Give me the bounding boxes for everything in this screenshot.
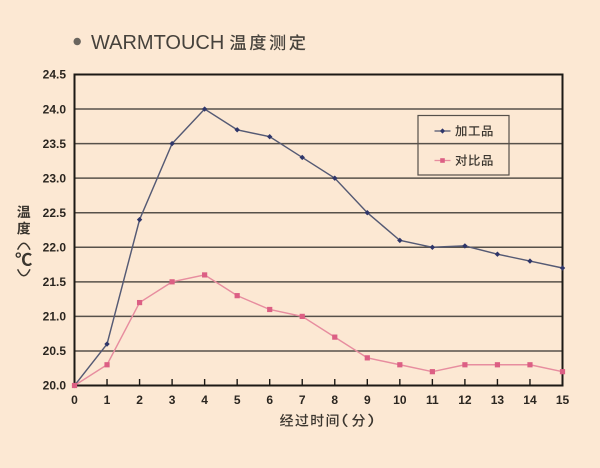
svg-text:22.0: 22.0 bbox=[43, 240, 67, 254]
svg-text:13: 13 bbox=[491, 393, 505, 407]
svg-text:24.0: 24.0 bbox=[43, 102, 67, 116]
svg-text:7: 7 bbox=[299, 393, 306, 407]
svg-text:2: 2 bbox=[136, 393, 143, 407]
svg-text:12: 12 bbox=[458, 393, 472, 407]
svg-text:WARMTOUCH: WARMTOUCH bbox=[91, 32, 224, 54]
svg-text:14: 14 bbox=[523, 393, 537, 407]
svg-text:11: 11 bbox=[426, 393, 439, 407]
svg-text:15: 15 bbox=[556, 393, 570, 407]
svg-text:23.0: 23.0 bbox=[43, 171, 67, 185]
svg-text:4: 4 bbox=[201, 393, 208, 407]
svg-text:24.5: 24.5 bbox=[43, 68, 67, 82]
svg-text:23.5: 23.5 bbox=[43, 137, 67, 151]
svg-text:0: 0 bbox=[71, 393, 78, 407]
svg-text:21.5: 21.5 bbox=[43, 275, 67, 289]
svg-text:1: 1 bbox=[104, 393, 111, 407]
svg-text:21.0: 21.0 bbox=[43, 310, 67, 324]
svg-text:22.5: 22.5 bbox=[43, 206, 67, 220]
svg-text:3: 3 bbox=[169, 393, 176, 407]
svg-text:8: 8 bbox=[331, 393, 338, 407]
svg-text:6: 6 bbox=[266, 393, 273, 407]
svg-text:5: 5 bbox=[234, 393, 241, 407]
svg-text:10: 10 bbox=[393, 393, 407, 407]
svg-text:20.0: 20.0 bbox=[43, 379, 67, 393]
svg-text:9: 9 bbox=[364, 393, 371, 407]
svg-text:20.5: 20.5 bbox=[43, 344, 67, 358]
